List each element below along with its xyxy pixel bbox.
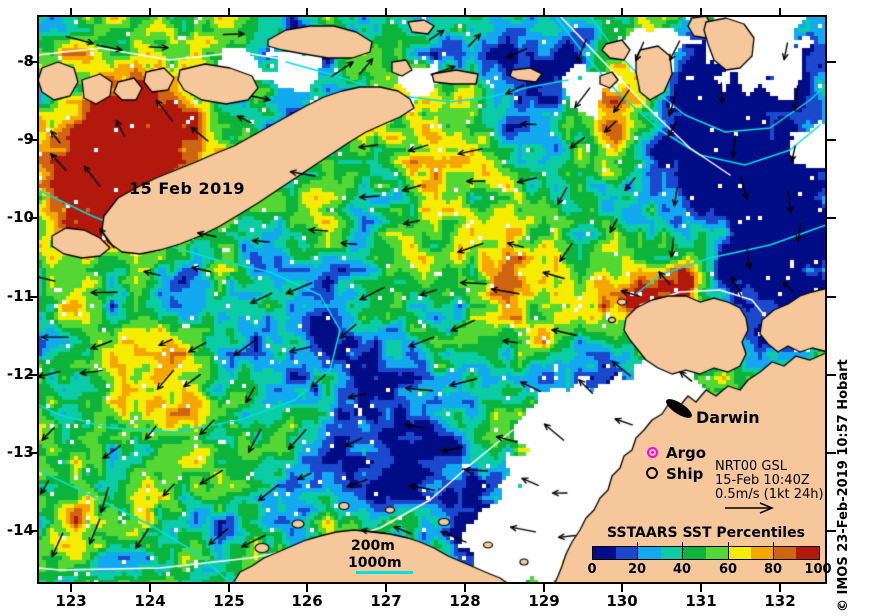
lon-tick-label: 123 bbox=[55, 592, 87, 610]
ship-legend-label: Ship bbox=[666, 465, 704, 483]
tick-mark bbox=[700, 584, 702, 592]
lon-tick-label: 127 bbox=[370, 592, 402, 610]
colorbar-tick-label: 20 bbox=[627, 562, 647, 577]
tick-mark bbox=[779, 584, 781, 592]
lat-tick-label: -11 bbox=[6, 287, 34, 305]
tick-mark bbox=[621, 8, 623, 16]
contour-1000m-swatch bbox=[356, 571, 413, 574]
tick-mark bbox=[543, 584, 545, 592]
tick-mark bbox=[464, 8, 466, 16]
tick-mark bbox=[779, 8, 781, 16]
colorbar bbox=[592, 546, 820, 560]
tick-mark bbox=[827, 217, 836, 219]
colorbar-segment bbox=[773, 547, 797, 559]
lon-tick-label: 131 bbox=[685, 592, 717, 610]
tick-mark bbox=[827, 530, 836, 532]
lon-tick-label: 124 bbox=[134, 592, 166, 610]
tick-mark bbox=[621, 584, 623, 592]
ship-marker-icon bbox=[646, 467, 658, 479]
tick-mark bbox=[464, 584, 466, 592]
tick-mark bbox=[827, 61, 836, 63]
lon-tick-label: 129 bbox=[528, 592, 560, 610]
lon-tick-label: 132 bbox=[764, 592, 796, 610]
colorbar-segment bbox=[615, 547, 639, 559]
colorbar-segment bbox=[638, 547, 661, 559]
tick-mark bbox=[827, 374, 836, 376]
tick-mark bbox=[700, 8, 702, 16]
tick-mark bbox=[306, 8, 308, 16]
contour-200m-label: 200m bbox=[351, 538, 395, 554]
lat-tick-label: -12 bbox=[6, 365, 34, 383]
colorbar-title: SSTAARS SST Percentiles bbox=[607, 525, 805, 541]
colorbar-tick-label: 100 bbox=[804, 562, 832, 577]
imos-watermark: © IMOS 23-Feb-2019 10:57 Hobart bbox=[836, 359, 851, 612]
darwin-label: Darwin bbox=[696, 408, 760, 427]
tick-mark bbox=[228, 8, 230, 16]
date-label: 15 Feb 2019 bbox=[129, 179, 246, 198]
lon-tick-label: 125 bbox=[213, 592, 245, 610]
colorbar-tick bbox=[728, 542, 729, 560]
colorbar-segment bbox=[660, 547, 684, 559]
tick-mark bbox=[149, 8, 151, 16]
colorbar-tick bbox=[773, 542, 774, 560]
lat-tick-label: -10 bbox=[6, 208, 34, 226]
map-canvas[interactable] bbox=[38, 16, 826, 583]
scale-arrow-icon bbox=[725, 502, 774, 514]
datetime-label: 15-Feb 10:40Z bbox=[715, 473, 810, 488]
lon-tick-label: 130 bbox=[606, 592, 638, 610]
colorbar-tick-label: 0 bbox=[587, 562, 597, 577]
colorbar-segment bbox=[683, 547, 706, 559]
colorbar-segment bbox=[705, 547, 729, 559]
tick-mark bbox=[385, 584, 387, 592]
tick-mark bbox=[385, 8, 387, 16]
colorbar-tick-label: 60 bbox=[718, 562, 738, 577]
colorbar-segment bbox=[593, 547, 616, 559]
vector-scale-label: 0.5m/s (1kt 24h) bbox=[715, 487, 824, 502]
product-label: NRT00 GSL bbox=[715, 459, 787, 474]
tick-mark bbox=[149, 584, 151, 592]
tick-mark bbox=[70, 584, 72, 592]
colorbar-tick bbox=[682, 542, 683, 560]
colorbar-segment bbox=[728, 547, 752, 559]
tick-mark bbox=[306, 584, 308, 592]
colorbar-tick-label: 40 bbox=[672, 562, 692, 577]
tick-mark bbox=[827, 296, 836, 298]
lat-tick-label: -8 bbox=[17, 52, 34, 70]
tick-mark bbox=[70, 8, 72, 16]
colorbar-segment bbox=[796, 547, 819, 559]
lat-tick-label: -9 bbox=[17, 130, 34, 148]
lat-tick-label: -14 bbox=[6, 521, 34, 539]
contour-1000m-label: 1000m bbox=[348, 555, 402, 571]
tick-mark bbox=[543, 8, 545, 16]
tick-mark bbox=[827, 452, 836, 454]
tick-mark bbox=[827, 139, 836, 141]
lat-tick-label: -13 bbox=[6, 443, 34, 461]
argo-marker-dot-icon bbox=[651, 451, 654, 454]
argo-marker-icon bbox=[647, 447, 658, 458]
lon-tick-label: 126 bbox=[291, 592, 323, 610]
tick-mark bbox=[228, 584, 230, 592]
colorbar-segment bbox=[751, 547, 774, 559]
colorbar-tick-label: 80 bbox=[763, 562, 783, 577]
colorbar-tick bbox=[637, 542, 638, 560]
argo-legend-label: Argo bbox=[666, 444, 707, 462]
lon-tick-label: 128 bbox=[449, 592, 481, 610]
